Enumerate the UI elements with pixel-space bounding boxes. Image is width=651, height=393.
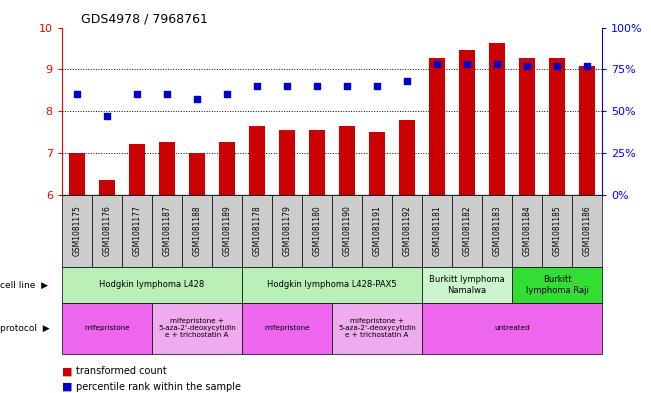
Text: ■: ■	[62, 382, 72, 392]
Text: GSM1081191: GSM1081191	[372, 206, 381, 256]
Point	[462, 61, 473, 68]
Text: GDS4978 / 7968761: GDS4978 / 7968761	[81, 13, 208, 26]
Bar	[489, 43, 505, 195]
Point	[102, 113, 112, 119]
Point	[582, 63, 592, 69]
Text: GSM1081185: GSM1081185	[553, 206, 562, 256]
Text: mifepristone +
5-aza-2'-deoxycytidin
e + trichostatin A: mifepristone + 5-aza-2'-deoxycytidin e +…	[338, 318, 416, 338]
Point	[342, 83, 352, 89]
Bar	[459, 50, 475, 195]
Bar	[309, 130, 326, 195]
Text: Hodgkin lymphoma L428: Hodgkin lymphoma L428	[99, 281, 204, 289]
Point	[312, 83, 322, 89]
Text: GSM1081188: GSM1081188	[193, 206, 201, 256]
Point	[372, 83, 382, 89]
Text: mifepristone: mifepristone	[84, 325, 130, 331]
Text: untreated: untreated	[494, 325, 530, 331]
Text: GSM1081186: GSM1081186	[583, 206, 592, 256]
Text: cell line  ▶: cell line ▶	[0, 281, 48, 289]
Text: GSM1081177: GSM1081177	[132, 206, 141, 256]
Text: Burkitt lymphoma
Namalwa: Burkitt lymphoma Namalwa	[429, 275, 505, 295]
Point	[402, 78, 412, 84]
Text: GSM1081178: GSM1081178	[253, 206, 262, 256]
Point	[552, 63, 562, 69]
Bar	[579, 66, 596, 195]
Bar	[249, 126, 265, 195]
Bar	[98, 180, 115, 195]
Bar	[368, 132, 385, 195]
Text: ■: ■	[62, 366, 72, 376]
Text: GSM1081190: GSM1081190	[342, 206, 352, 256]
Text: mifepristone: mifepristone	[264, 325, 310, 331]
Bar	[159, 142, 175, 195]
Bar	[519, 58, 535, 195]
Bar	[549, 58, 566, 195]
Point	[252, 83, 262, 89]
Text: GSM1081175: GSM1081175	[72, 206, 81, 256]
Bar	[339, 126, 355, 195]
Text: GSM1081183: GSM1081183	[493, 206, 502, 256]
Point	[191, 96, 202, 103]
Point	[492, 61, 503, 68]
Text: GSM1081179: GSM1081179	[283, 206, 292, 256]
Point	[522, 63, 533, 69]
Bar	[399, 120, 415, 195]
Text: GSM1081192: GSM1081192	[402, 206, 411, 256]
Text: transformed count: transformed count	[76, 366, 167, 376]
Point	[222, 91, 232, 97]
Text: GSM1081182: GSM1081182	[463, 206, 471, 256]
Point	[161, 91, 172, 97]
Bar	[189, 153, 205, 195]
Bar	[279, 130, 296, 195]
Text: protocol  ▶: protocol ▶	[0, 324, 49, 332]
Point	[282, 83, 292, 89]
Bar	[68, 153, 85, 195]
Bar	[219, 142, 235, 195]
Bar	[129, 144, 145, 195]
Text: GSM1081189: GSM1081189	[223, 206, 232, 256]
Text: mifepristone +
5-aza-2'-deoxycytidin
e + trichostatin A: mifepristone + 5-aza-2'-deoxycytidin e +…	[158, 318, 236, 338]
Text: GSM1081184: GSM1081184	[523, 206, 532, 256]
Text: GSM1081187: GSM1081187	[162, 206, 171, 256]
Text: percentile rank within the sample: percentile rank within the sample	[76, 382, 241, 392]
Point	[72, 91, 82, 97]
Text: Hodgkin lymphoma L428-PAX5: Hodgkin lymphoma L428-PAX5	[267, 281, 397, 289]
Point	[432, 61, 442, 68]
Text: Burkitt
lymphoma Raji: Burkitt lymphoma Raji	[526, 275, 589, 295]
Text: GSM1081181: GSM1081181	[432, 206, 441, 256]
Point	[132, 91, 142, 97]
Text: GSM1081180: GSM1081180	[312, 206, 322, 256]
Text: GSM1081176: GSM1081176	[102, 206, 111, 256]
Bar	[429, 58, 445, 195]
